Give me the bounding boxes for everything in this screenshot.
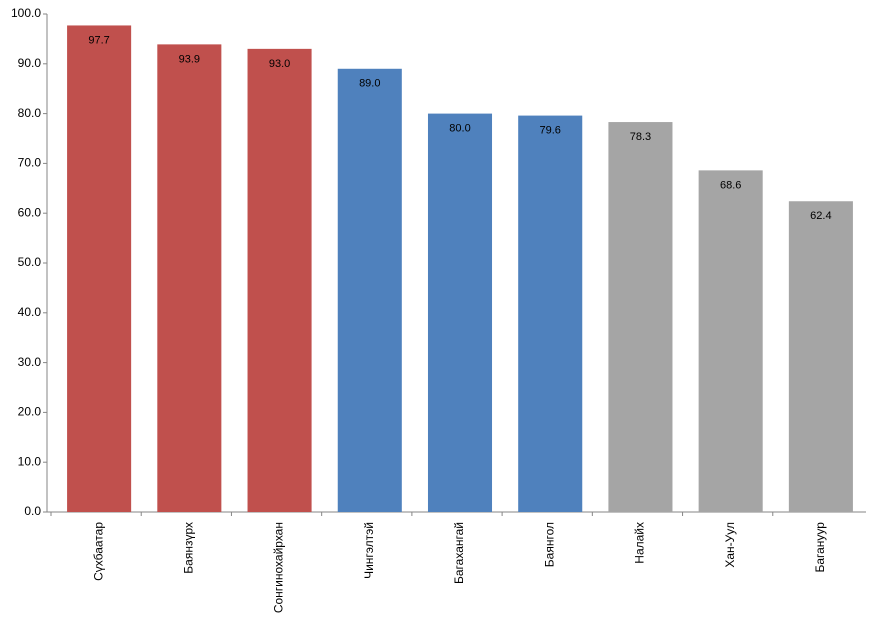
y-tick-label: 50.0 (18, 255, 42, 269)
data-label: 68.6 (720, 179, 741, 191)
bar (427, 113, 493, 512)
bar (337, 68, 402, 512)
bar (518, 115, 583, 512)
y-tick-label: 30.0 (18, 355, 42, 369)
y-tick-label: 60.0 (18, 205, 42, 219)
data-label: 93.9 (179, 53, 200, 65)
y-tick-label: 100.0 (11, 6, 41, 20)
x-tick-label: Налайх (633, 522, 647, 564)
bar (247, 48, 312, 513)
x-tick-label: Багануур (813, 522, 827, 573)
data-label: 62.4 (810, 210, 831, 222)
data-label: 78.3 (630, 131, 651, 143)
bar (698, 170, 763, 512)
data-label: 80.0 (449, 123, 470, 135)
bar (157, 44, 222, 513)
y-tick-label: 20.0 (18, 405, 42, 419)
x-tick-label: Сонгинохайрхан (272, 522, 286, 613)
x-tick-label: Баянзүрх (182, 522, 196, 574)
y-tick-label: 80.0 (18, 106, 42, 120)
bar (788, 201, 853, 513)
y-tick-label: 0.0 (24, 504, 41, 518)
x-tick-label: Хан-Уул (723, 522, 737, 568)
data-label: 89.0 (359, 78, 380, 90)
y-tick-label: 10.0 (18, 454, 42, 468)
x-tick-label: Сүхбаатар (91, 522, 105, 581)
data-label: 93.0 (269, 58, 290, 70)
x-tick-label: Чингэлтэй (362, 522, 376, 579)
data-label: 79.6 (540, 124, 561, 136)
x-tick-label: Багахангай (452, 522, 466, 584)
x-tick-label: Баянгол (542, 522, 556, 567)
y-tick-label: 90.0 (18, 56, 42, 70)
bar (67, 25, 132, 512)
y-tick-label: 70.0 (18, 156, 42, 170)
data-label: 97.7 (88, 34, 109, 46)
bar (608, 122, 673, 512)
y-tick-label: 40.0 (18, 305, 42, 319)
